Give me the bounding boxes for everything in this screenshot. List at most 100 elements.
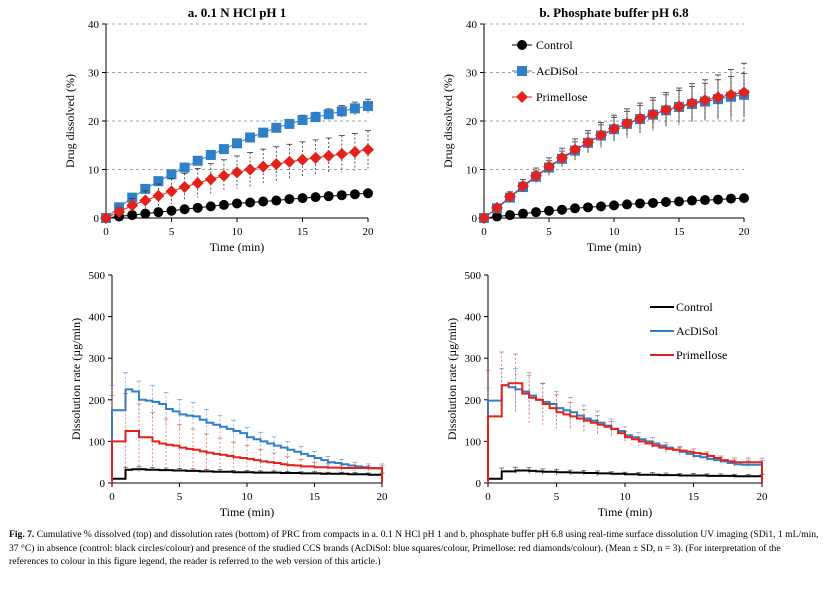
- data-point: [700, 195, 710, 206]
- legend-item-control: Control: [512, 38, 573, 52]
- y-tick-label: 10: [466, 165, 478, 177]
- data-point: [517, 179, 529, 192]
- data-point: [140, 208, 151, 219]
- data-point: [271, 195, 282, 206]
- y-tick-label: 40: [88, 19, 100, 31]
- data-point: [596, 201, 606, 212]
- data-point: [232, 138, 242, 149]
- data-point: [245, 132, 256, 143]
- data-point: [165, 185, 178, 198]
- data-point: [310, 192, 321, 203]
- y-tick-label: 300: [89, 353, 106, 365]
- series-primellose: [485, 351, 765, 483]
- x-tick-label: 20: [757, 491, 769, 503]
- data-point: [648, 197, 658, 208]
- x-tick-label: 0: [103, 226, 109, 238]
- data-point: [686, 97, 698, 110]
- series-acdisol: [109, 372, 385, 483]
- y-tick-label: 30: [88, 68, 100, 80]
- data-point: [258, 196, 269, 207]
- series-control: [101, 188, 373, 223]
- data-point: [166, 205, 177, 216]
- data-point: [218, 144, 229, 155]
- data-point: [647, 108, 659, 121]
- x-tick-label: 0: [109, 491, 115, 503]
- y-tick-label: 10: [88, 165, 100, 177]
- data-point: [323, 109, 334, 120]
- data-point: [362, 143, 374, 156]
- data-point: [556, 151, 568, 164]
- data-point: [192, 202, 203, 213]
- data-point: [609, 200, 619, 211]
- data-point: [504, 190, 516, 203]
- legend-marker: [516, 91, 528, 103]
- data-point: [217, 169, 230, 182]
- legend: Control AcDiSol Primellose: [650, 300, 727, 362]
- x-tick-label: 0: [481, 226, 487, 238]
- x-tick-label: 15: [309, 491, 321, 503]
- data-point: [335, 147, 348, 160]
- data-point: [348, 146, 361, 159]
- legend-marker: [517, 66, 527, 76]
- data-point: [244, 163, 257, 176]
- data-point: [725, 88, 737, 101]
- series-line: [487, 469, 763, 483]
- data-point: [336, 106, 347, 117]
- data-point: [674, 196, 684, 207]
- data-point: [713, 194, 723, 205]
- data-point: [661, 196, 671, 207]
- x-tick-label: 10: [232, 226, 244, 238]
- y-tick-label: 200: [89, 395, 106, 407]
- chart-title: b. Phosphate buffer pH 6.8: [539, 5, 689, 20]
- y-tick-label: 20: [466, 116, 478, 128]
- series-acdisol: [485, 368, 765, 483]
- y-tick-label: 0: [94, 213, 100, 225]
- data-point: [349, 103, 360, 114]
- x-tick-label: 15: [674, 226, 686, 238]
- data-point: [699, 94, 711, 107]
- data-point: [284, 194, 295, 205]
- data-point: [492, 211, 502, 222]
- data-point: [284, 118, 295, 129]
- x-tick-label: 10: [609, 226, 621, 238]
- legend-label: Primellose: [676, 348, 727, 362]
- y-tick-label: 100: [89, 436, 106, 448]
- series-control: [111, 466, 385, 483]
- data-point: [569, 143, 581, 156]
- series-line: [111, 468, 383, 483]
- x-tick-label: 20: [739, 226, 751, 238]
- data-point: [712, 91, 724, 104]
- legend-item-control: Control: [650, 300, 713, 314]
- x-tick-label: 5: [177, 491, 183, 503]
- series-primellose: [478, 62, 750, 224]
- x-tick-label: 20: [363, 226, 375, 238]
- legend-label: Primellose: [536, 90, 587, 104]
- data-point: [478, 212, 490, 224]
- data-point: [491, 201, 503, 214]
- data-point: [126, 199, 139, 212]
- data-point: [621, 117, 633, 130]
- data-point: [153, 207, 164, 218]
- data-point: [660, 103, 672, 116]
- legend: Control AcDiSol Primellose: [512, 38, 587, 104]
- series-line: [111, 430, 383, 483]
- figure-caption: Fig. 7. Cumulative % dissolved (top) and…: [9, 528, 821, 569]
- y-axis-label: Dissolution rate (µg/min): [69, 318, 83, 440]
- data-point: [322, 149, 335, 162]
- data-point: [127, 192, 138, 203]
- data-point: [231, 166, 243, 179]
- chart-panel-3: 0 100 200 300 400 500 0 5 10 15 20 Time (min) Dissol…: [69, 270, 388, 519]
- data-point: [323, 191, 334, 202]
- legend-item-acdisol: AcDiSol: [512, 64, 579, 78]
- chart-panel-4: 0 100 200 300 400 500 0 5 10 15 20 Time (min) Dissol…: [445, 270, 768, 519]
- legend-item-acdisol: AcDiSol: [650, 324, 719, 338]
- data-point: [218, 199, 229, 210]
- x-axis-label: Time (min): [598, 505, 653, 519]
- data-point: [139, 194, 152, 207]
- data-point: [726, 193, 736, 204]
- data-point: [297, 115, 308, 126]
- y-tick-label: 200: [465, 395, 482, 407]
- y-tick-label: 500: [465, 270, 482, 282]
- data-point: [608, 122, 620, 135]
